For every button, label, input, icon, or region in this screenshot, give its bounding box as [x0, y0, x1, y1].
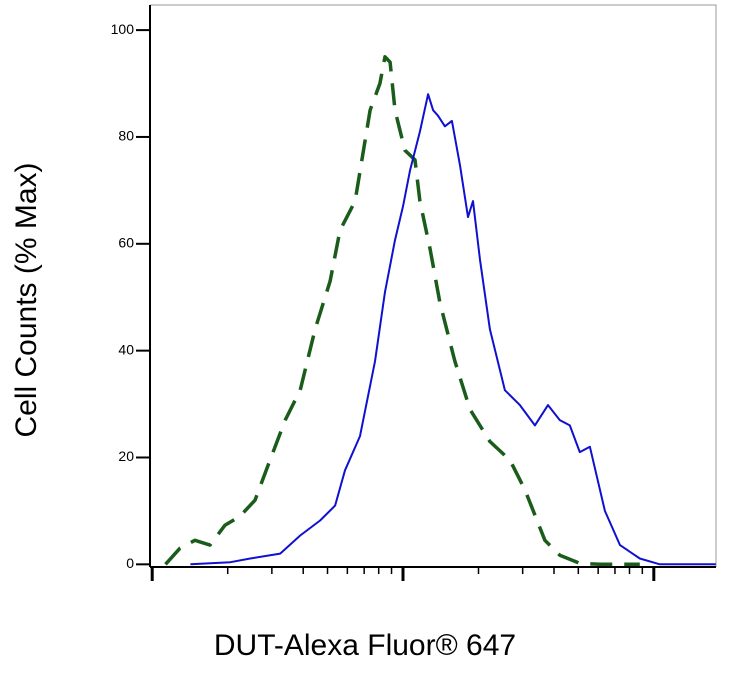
y-axis-label: Cell Counts (% Max)	[10, 162, 43, 437]
histogram-line	[190, 93, 716, 566]
y-tick-label: 100	[111, 21, 135, 37]
y-tick-label: 40	[118, 341, 134, 357]
histogram-line	[164, 55, 640, 567]
y-tick-label: 20	[118, 448, 134, 464]
y-tick-label: 0	[126, 555, 134, 571]
x-axis-label: DUT-Alexa Fluor® 647	[214, 629, 516, 662]
y-tick-label: 60	[118, 234, 134, 250]
y-tick-label: 80	[118, 128, 134, 144]
plot-frame	[150, 4, 717, 567]
